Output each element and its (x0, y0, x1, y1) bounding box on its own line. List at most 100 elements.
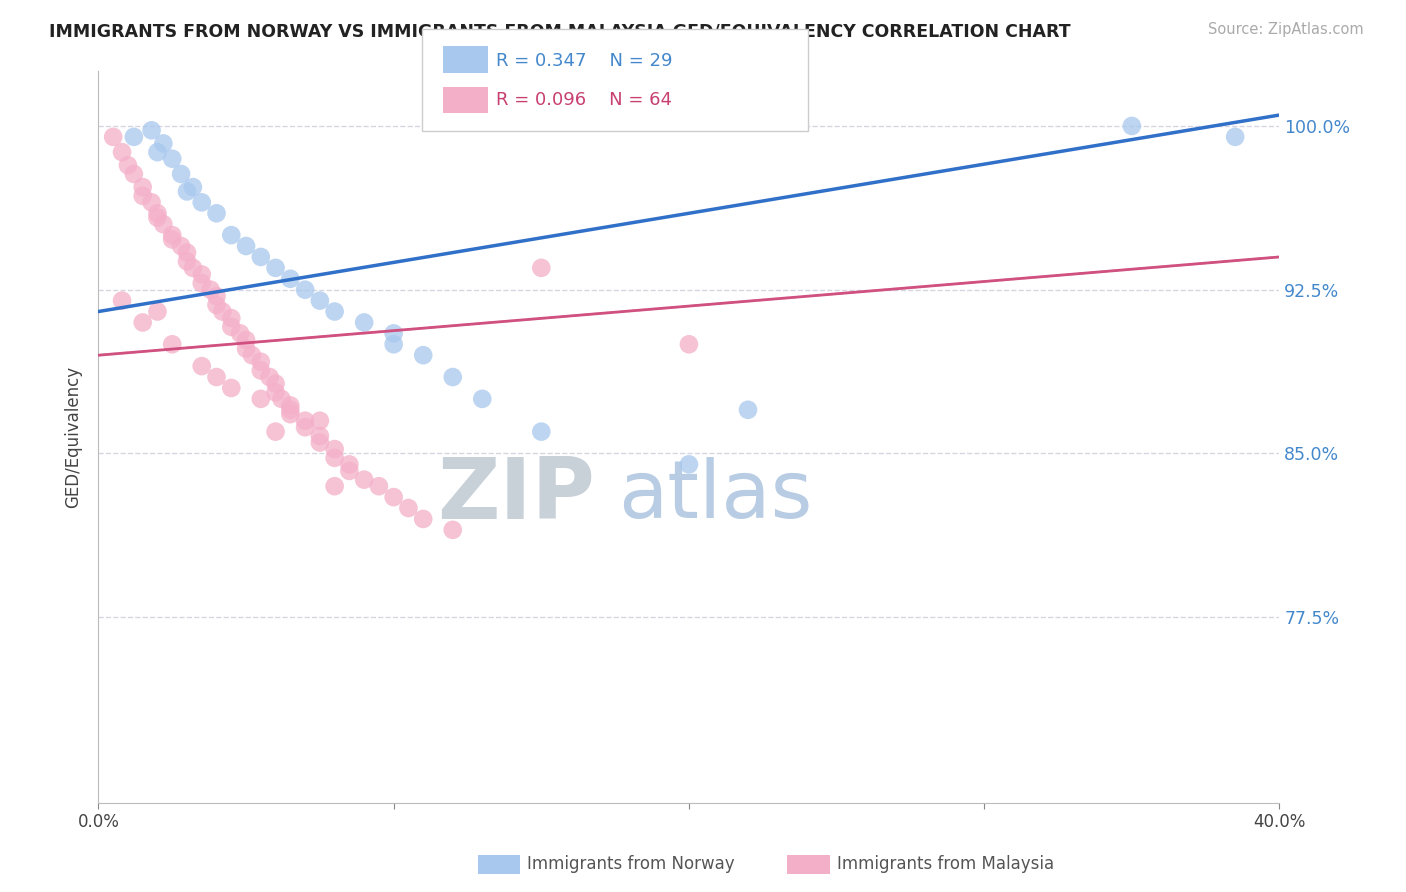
Point (1223, 129, 1246, 144)
Point (250, 250, 273, 264)
Text: Immigrants from Malaysia: Immigrants from Malaysia (837, 855, 1053, 873)
Point (162, 152, 183, 166)
Point (339, 458, 360, 472)
Point (103, 129, 125, 144)
Point (132, 189, 155, 203)
Point (235, 239, 257, 253)
Point (396, 501, 419, 516)
Point (235, 333, 257, 347)
Point (278, 407, 302, 421)
Point (323, 442, 346, 456)
Point (122, 129, 145, 144)
Point (264, 260, 287, 275)
Point (264, 376, 287, 391)
Point (111, 293, 134, 308)
Point (221, 311, 243, 326)
Point (264, 385, 287, 400)
Text: R = 0.347    N = 29: R = 0.347 N = 29 (496, 52, 673, 70)
Point (278, 399, 302, 413)
Point (205, 289, 228, 303)
Point (353, 315, 375, 329)
Point (471, 392, 494, 406)
Point (441, 370, 464, 384)
Text: Source: ZipAtlas.com: Source: ZipAtlas.com (1208, 22, 1364, 37)
Point (737, 402, 759, 417)
Point (205, 370, 228, 384)
Point (176, 185, 198, 199)
Text: ZIP: ZIP (437, 454, 595, 537)
Point (235, 342, 257, 356)
Point (250, 392, 273, 406)
Point (181, 180, 204, 194)
Point (309, 293, 332, 308)
Point (323, 304, 346, 318)
Point (117, 158, 139, 172)
Text: Immigrants from Norway: Immigrants from Norway (527, 855, 735, 873)
Point (170, 167, 193, 181)
Point (141, 195, 163, 210)
Point (200, 283, 222, 297)
Point (152, 136, 174, 151)
Point (205, 298, 228, 312)
Point (1121, 119, 1143, 133)
Point (323, 479, 346, 493)
Point (382, 337, 405, 351)
Point (111, 145, 134, 160)
Point (162, 337, 183, 351)
Point (240, 348, 263, 362)
Point (309, 429, 332, 443)
Point (250, 363, 273, 377)
Point (441, 523, 464, 537)
Text: atlas: atlas (619, 457, 813, 534)
Point (162, 228, 183, 243)
Point (259, 370, 281, 384)
Point (229, 326, 252, 341)
Text: IMMIGRANTS FROM NORWAY VS IMMIGRANTS FROM MALAYSIA GED/EQUIVALENCY CORRELATION C: IMMIGRANTS FROM NORWAY VS IMMIGRANTS FRO… (49, 22, 1071, 40)
Point (146, 206, 169, 220)
Point (412, 348, 434, 362)
Point (176, 245, 198, 260)
Y-axis label: GED/Equivalency: GED/Equivalency (65, 366, 83, 508)
Point (122, 167, 145, 181)
Point (162, 232, 183, 246)
Point (294, 414, 316, 428)
Point (530, 425, 553, 439)
Text: R = 0.096    N = 64: R = 0.096 N = 64 (496, 91, 672, 109)
Point (146, 211, 169, 225)
Point (294, 420, 316, 434)
Point (678, 458, 700, 472)
Point (221, 381, 243, 395)
Point (264, 425, 287, 439)
Point (412, 512, 434, 526)
Point (309, 435, 332, 450)
Point (278, 402, 302, 417)
Point (294, 283, 316, 297)
Point (181, 260, 204, 275)
Point (146, 145, 169, 160)
Point (211, 304, 233, 318)
Point (191, 276, 214, 290)
Point (191, 268, 214, 282)
Point (278, 272, 302, 286)
Point (323, 450, 346, 465)
Point (270, 392, 292, 406)
Point (339, 464, 360, 478)
Point (170, 239, 193, 253)
Point (382, 490, 405, 504)
Point (141, 123, 163, 137)
Point (382, 326, 405, 341)
Point (132, 180, 155, 194)
Point (191, 359, 214, 373)
Point (221, 319, 243, 334)
Point (530, 260, 553, 275)
Point (250, 355, 273, 369)
Point (191, 195, 214, 210)
Point (132, 315, 155, 329)
Point (221, 228, 243, 243)
Point (678, 337, 700, 351)
Point (368, 479, 391, 493)
Point (146, 304, 169, 318)
Point (152, 217, 174, 231)
Point (309, 414, 332, 428)
Point (205, 206, 228, 220)
